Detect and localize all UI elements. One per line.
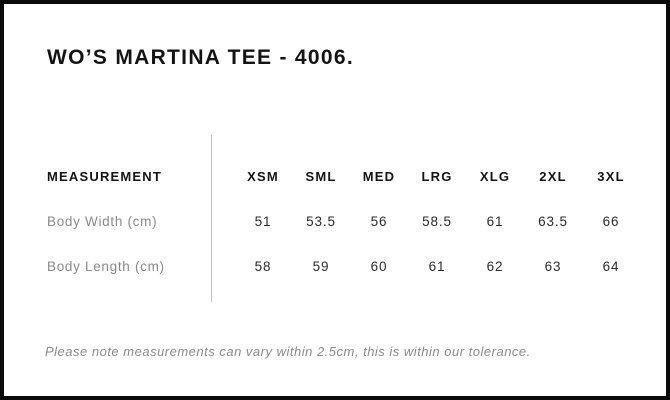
tolerance-note: Please note measurements can vary within… — [45, 344, 531, 359]
size-header-3xl: 3XL — [597, 169, 625, 184]
body-width-xsm: 51 — [254, 214, 272, 229]
body-width-xlg: 61 — [486, 214, 504, 229]
size-header-xsm: XSM — [247, 169, 279, 184]
page-title: WO’S MARTINA TEE - 4006. — [47, 46, 354, 69]
size-header-med: MED — [362, 169, 396, 184]
body-length-lrg: 61 — [428, 259, 446, 274]
size-header-2xl: 2XL — [539, 169, 567, 184]
body-width-lrg: 58.5 — [422, 214, 452, 229]
table-vertical-divider — [211, 135, 212, 302]
body-length-xsm: 58 — [254, 259, 272, 274]
body-length-3xl: 64 — [602, 259, 620, 274]
body-length-xlg: 62 — [486, 259, 504, 274]
body-length-sml: 59 — [312, 259, 330, 274]
body-width-2xl: 63.5 — [538, 214, 568, 229]
body-width-sml: 53.5 — [306, 214, 336, 229]
body-width-med: 56 — [370, 214, 388, 229]
size-header-xlg: XLG — [479, 169, 511, 184]
row-label-body-length: Body Length (cm) — [47, 259, 165, 274]
body-width-3xl: 66 — [602, 214, 620, 229]
body-length-med: 60 — [370, 259, 388, 274]
size-header-lrg: LRG — [421, 169, 453, 184]
body-length-2xl: 63 — [544, 259, 562, 274]
measurement-column-header: MEASUREMENT — [47, 169, 163, 184]
size-header-sml: SML — [305, 169, 337, 184]
size-chart-table: MEASUREMENT XSM SML MED LRG XLG 2XL 3XL … — [47, 154, 640, 289]
row-label-body-width: Body Width (cm) — [47, 214, 158, 229]
